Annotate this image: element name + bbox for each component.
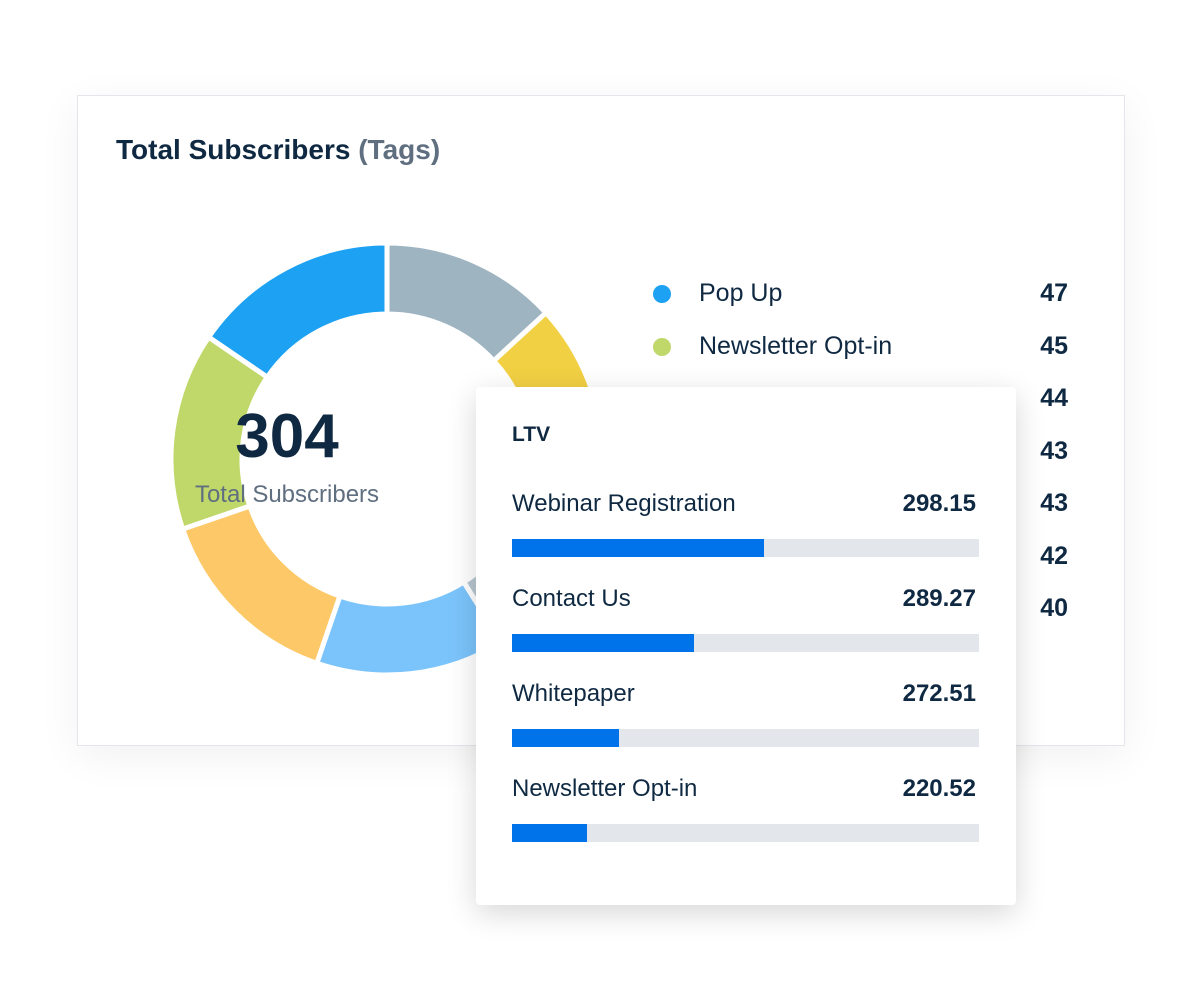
total-label: Total Subscribers bbox=[194, 481, 380, 508]
ltv-bar-fill bbox=[512, 729, 620, 747]
legend-label: Newsletter Opt-in bbox=[699, 331, 893, 360]
donut-segment bbox=[384, 240, 550, 365]
legend-value: 44 bbox=[1040, 384, 1068, 412]
ltv-bar-fill bbox=[512, 824, 587, 842]
ltv-bar-fill bbox=[512, 539, 765, 557]
legend-value: 40 bbox=[1040, 594, 1068, 622]
ltv-title: LTV bbox=[512, 423, 551, 446]
legend-dot bbox=[653, 285, 671, 303]
legend-value: 43 bbox=[1040, 489, 1068, 517]
title-suffix: (Tags) bbox=[358, 134, 441, 165]
legend-item: Pop Up 47 bbox=[653, 279, 1068, 309]
legend-item: Newsletter Opt-in 45 bbox=[653, 332, 1068, 362]
legend-value: 42 bbox=[1040, 541, 1068, 570]
ltv-row-value: 220.52 bbox=[902, 775, 976, 802]
legend-dot bbox=[653, 337, 671, 356]
legend-value: 47 bbox=[1040, 279, 1068, 307]
ltv-bar-track bbox=[512, 729, 979, 747]
donut-segment bbox=[179, 502, 344, 667]
ltv-bar-track bbox=[512, 634, 979, 652]
ltv-row-value: 298.15 bbox=[902, 490, 976, 517]
ltv-row-label: Contact Us bbox=[512, 585, 631, 612]
ltv-bar-track bbox=[512, 539, 979, 557]
legend-value: 45 bbox=[1040, 331, 1068, 360]
title-text: Total Subscribers bbox=[116, 134, 351, 165]
legend-value: 43 bbox=[1040, 436, 1068, 465]
ltv-row-value: 272.51 bbox=[902, 680, 976, 707]
ltv-row-label: Whitepaper bbox=[512, 680, 635, 707]
ltv-card: LTV Webinar Registration 298.15 Contact Us… bbox=[476, 387, 1016, 905]
ltv-bar-track bbox=[512, 824, 979, 842]
donut-segment bbox=[313, 578, 505, 678]
ltv-row-label: Newsletter Opt-in bbox=[512, 775, 698, 802]
card-title: Total Subscribers (Tags) bbox=[116, 134, 440, 166]
legend-label: Pop Up bbox=[699, 279, 783, 307]
ltv-bar-fill bbox=[512, 634, 695, 652]
donut-segment bbox=[168, 333, 271, 533]
ltv-row-value: 289.27 bbox=[902, 585, 976, 612]
total-value: 304 bbox=[235, 402, 339, 471]
ltv-row-label: Webinar Registration bbox=[512, 490, 736, 517]
